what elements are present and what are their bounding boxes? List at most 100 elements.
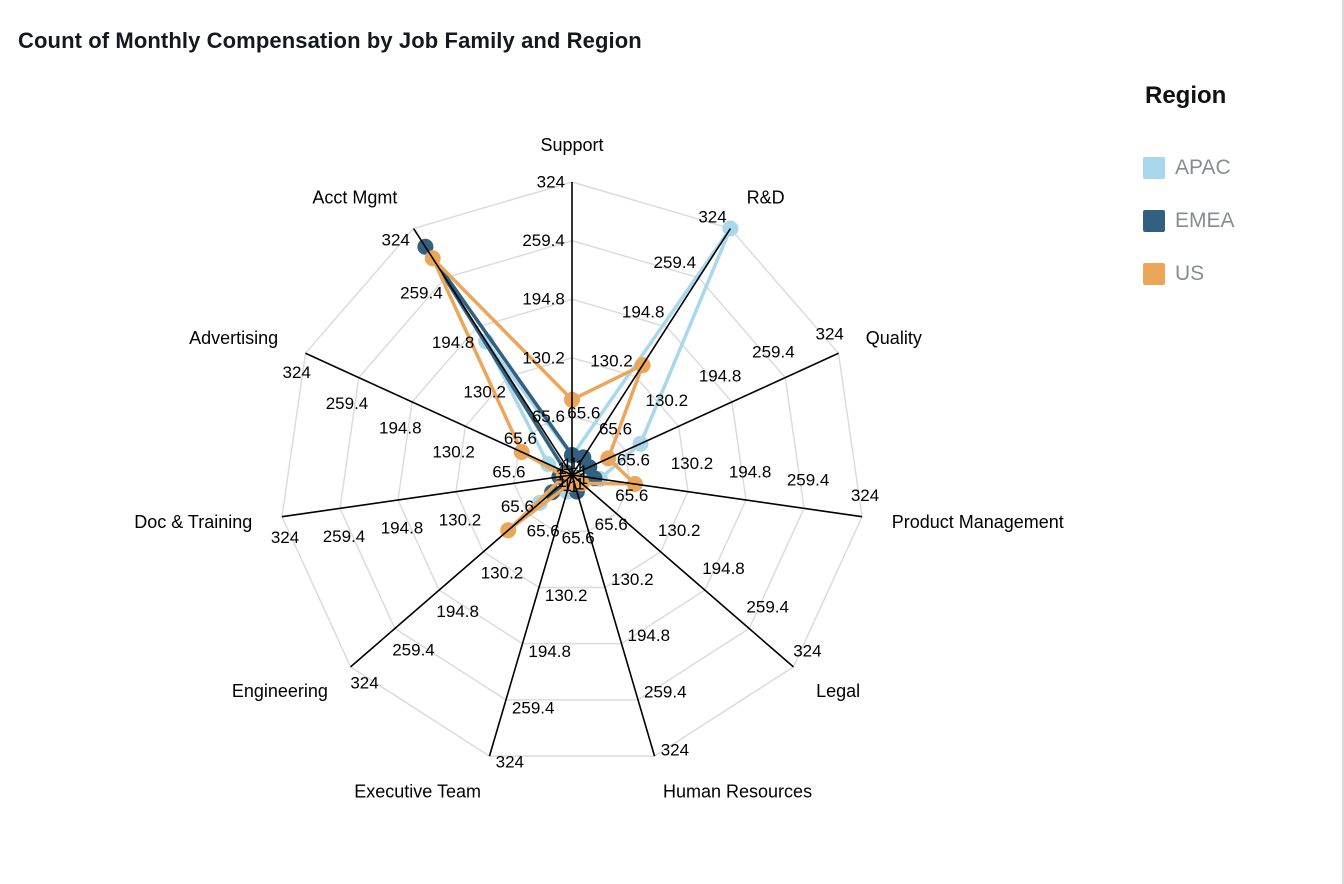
tick-label-advertising-130.2: 130.2 xyxy=(432,443,475,462)
grid-ring-259.4 xyxy=(339,239,805,701)
tick-label-executive-team-259.4: 259.4 xyxy=(512,698,555,717)
axis-label-support: Support xyxy=(540,135,603,155)
axis-label-acct-mgmt: Acct Mgmt xyxy=(312,187,397,207)
axis-label-quality: Quality xyxy=(866,328,922,348)
tick-label-support-65.6: 65.6 xyxy=(532,407,565,426)
tick-label-advertising-1: 1 xyxy=(562,476,571,495)
tick-label-product-management-324: 324 xyxy=(851,486,879,505)
tick-label-support-130.2: 130.2 xyxy=(522,348,565,367)
axis-line-product-management xyxy=(571,474,863,518)
tick-label-product-management-65.6: 65.6 xyxy=(617,450,650,469)
tick-label-r-d-324: 324 xyxy=(698,208,726,227)
tick-label-product-management-1: 1 xyxy=(569,454,578,473)
tick-label-doc-training-259.4: 259.4 xyxy=(323,527,366,546)
tick-label-product-management-194.8: 194.8 xyxy=(729,462,772,481)
tick-label-quality-324: 324 xyxy=(816,325,844,344)
tick-label-advertising-194.8: 194.8 xyxy=(379,418,422,437)
legend-title: Region xyxy=(1145,82,1227,109)
legend-item-apac[interactable]: APAC xyxy=(1143,156,1333,180)
axis-line-legal xyxy=(571,474,794,668)
legend-label-us: US xyxy=(1175,262,1205,285)
legend-label-apac: APAC xyxy=(1175,156,1231,179)
axis-line-engineering xyxy=(350,474,573,668)
tick-label-quality-259.4: 259.4 xyxy=(752,342,795,361)
tick-label-engineering-130.2: 130.2 xyxy=(481,564,524,583)
legend-label-emea: EMEA xyxy=(1175,209,1235,232)
chart-title: Count of Monthly Compensation by Job Fam… xyxy=(18,28,642,53)
legend-item-us[interactable]: US xyxy=(1143,262,1333,286)
axis-label-engineering: Engineering xyxy=(232,681,328,701)
tick-label-quality-1: 1 xyxy=(562,455,571,474)
axis-label-human-resources: Human Resources xyxy=(663,782,812,802)
tick-label-executive-team-324: 324 xyxy=(496,753,524,772)
axis-line-advertising xyxy=(305,352,573,476)
tick-label-quality-65.6: 65.6 xyxy=(599,420,632,439)
legend-item-emea[interactable]: EMEA xyxy=(1143,209,1333,233)
tick-label-r-d-65.6: 65.6 xyxy=(567,403,600,422)
tick-label-legal-259.4: 259.4 xyxy=(746,598,789,617)
axis-label-legal: Legal xyxy=(816,681,860,701)
tick-label-r-d-194.8: 194.8 xyxy=(622,302,665,321)
tick-label-doc-training-1: 1 xyxy=(569,477,578,496)
tick-label-acct-mgmt-259.4: 259.4 xyxy=(400,284,443,303)
legend-panel: Region APAC EMEA US xyxy=(1143,82,1333,315)
tick-label-executive-team-130.2: 130.2 xyxy=(545,586,588,605)
tick-label-acct-mgmt-1: 1 xyxy=(557,472,566,491)
axis-label-r-d: R&D xyxy=(747,187,785,207)
tick-label-support-1: 1 xyxy=(556,466,565,485)
tick-label-product-management-259.4: 259.4 xyxy=(787,471,830,490)
tick-label-doc-training-324: 324 xyxy=(271,528,299,547)
tick-label-legal-65.6: 65.6 xyxy=(615,486,648,505)
tick-label-acct-mgmt-324: 324 xyxy=(382,231,410,250)
tick-label-support-324: 324 xyxy=(537,173,565,192)
tick-label-engineering-1: 1 xyxy=(575,474,584,493)
legend-swatch-us xyxy=(1143,263,1165,285)
tick-label-r-d-1: 1 xyxy=(557,459,566,478)
tick-label-human-resources-259.4: 259.4 xyxy=(644,682,687,701)
tick-label-quality-194.8: 194.8 xyxy=(699,367,742,386)
tick-label-doc-training-194.8: 194.8 xyxy=(381,519,424,538)
tick-label-engineering-65.6: 65.6 xyxy=(527,522,560,541)
tick-label-advertising-259.4: 259.4 xyxy=(326,394,369,413)
tick-label-engineering-259.4: 259.4 xyxy=(392,641,435,660)
tick-label-advertising-65.6: 65.6 xyxy=(492,463,525,482)
tick-label-r-d-130.2: 130.2 xyxy=(590,352,633,371)
tick-label-legal-194.8: 194.8 xyxy=(702,559,745,578)
tick-label-executive-team-194.8: 194.8 xyxy=(528,642,571,661)
axis-label-executive-team: Executive Team xyxy=(354,782,481,802)
tick-label-doc-training-65.6: 65.6 xyxy=(501,497,534,516)
panel-right-border xyxy=(1342,0,1344,884)
axis-line-doc-training xyxy=(281,474,573,518)
axis-label-advertising: Advertising xyxy=(189,328,278,348)
grid-ring-130.2 xyxy=(455,357,689,589)
tick-label-legal-130.2: 130.2 xyxy=(658,521,701,540)
tick-label-engineering-194.8: 194.8 xyxy=(436,602,479,621)
tick-label-quality-130.2: 130.2 xyxy=(646,391,689,410)
tick-label-engineering-324: 324 xyxy=(350,673,378,692)
legend-swatch-apac xyxy=(1143,157,1165,179)
tick-label-human-resources-324: 324 xyxy=(661,741,689,760)
axis-label-product-management: Product Management xyxy=(892,512,1064,532)
tick-label-human-resources-130.2: 130.2 xyxy=(611,570,654,589)
axis-line-quality xyxy=(571,352,839,476)
tick-label-human-resources-65.6: 65.6 xyxy=(595,515,628,534)
tick-label-human-resources-1: 1 xyxy=(579,462,588,481)
axis-line-executive-team xyxy=(488,474,573,757)
legend-swatch-emea xyxy=(1143,210,1165,232)
tick-label-executive-team-1: 1 xyxy=(579,469,588,488)
axis-line-r-d xyxy=(571,228,732,476)
tick-label-r-d-259.4: 259.4 xyxy=(654,253,697,272)
tick-label-support-259.4: 259.4 xyxy=(522,231,565,250)
tick-label-acct-mgmt-65.6: 65.6 xyxy=(504,429,537,448)
tick-label-support-194.8: 194.8 xyxy=(522,290,565,309)
axis-line-human-resources xyxy=(571,474,656,757)
tick-label-doc-training-130.2: 130.2 xyxy=(439,510,482,529)
tick-label-human-resources-194.8: 194.8 xyxy=(628,626,671,645)
grid-ring-324 xyxy=(281,181,863,757)
tick-label-legal-324: 324 xyxy=(793,641,821,660)
tick-label-advertising-324: 324 xyxy=(283,363,311,382)
axis-label-doc-training: Doc & Training xyxy=(134,512,252,532)
data-point-apac-r-d[interactable] xyxy=(722,220,739,237)
